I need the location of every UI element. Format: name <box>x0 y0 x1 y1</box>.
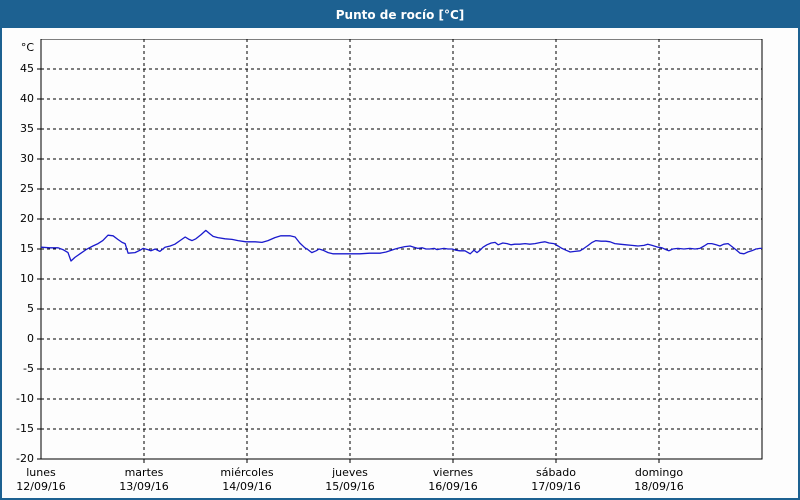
x-day-label: sábado 17/09/16 <box>511 466 601 494</box>
date-label: 18/09/16 <box>634 480 684 493</box>
weekday-label: domingo <box>634 466 684 479</box>
date-label: 13/09/16 <box>119 480 169 493</box>
y-tick-label: 20 <box>20 212 34 225</box>
y-tick-label: -10 <box>16 392 34 405</box>
x-day-label: viernes 16/09/16 <box>408 466 498 494</box>
y-tick-label: 10 <box>20 272 34 285</box>
y-tick-label: 40 <box>20 92 34 105</box>
chart-area: °C 45 40 35 30 25 20 15 10 5 0 -5 -10 -15 -20 lunes 12… <box>2 28 798 498</box>
weekday-label: miércoles <box>220 466 274 479</box>
date-label: 14/09/16 <box>222 480 272 493</box>
y-tick-label: 35 <box>20 122 34 135</box>
y-tick-label: 15 <box>20 242 34 255</box>
chart-title: Punto de rocío [°C] <box>335 8 465 22</box>
date-label: 12/09/16 <box>16 480 66 493</box>
weekday-label: martes <box>124 466 164 479</box>
y-tick-label: 30 <box>20 152 34 165</box>
date-label: 17/09/16 <box>531 480 581 493</box>
x-day-label: miércoles 14/09/16 <box>202 466 292 494</box>
x-day-label: domingo 18/09/16 <box>614 466 704 494</box>
y-tick-label: 45 <box>20 62 34 75</box>
plot-area <box>37 39 763 463</box>
weekday-label: viernes <box>432 466 474 479</box>
weekday-label: lunes <box>26 466 56 479</box>
x-day-label: martes 13/09/16 <box>99 466 189 494</box>
weekday-label: jueves <box>332 466 368 479</box>
y-tick-label: 0 <box>27 332 34 345</box>
y-tick-label: -15 <box>16 422 34 435</box>
date-label: 16/09/16 <box>428 480 478 493</box>
y-tick-label: -5 <box>23 362 34 375</box>
date-label: 15/09/16 <box>325 480 375 493</box>
dew-point-line <box>40 229 762 262</box>
title-bar: Punto de rocío [°C] <box>2 2 798 28</box>
weekday-label: sábado <box>536 466 576 479</box>
x-day-label: jueves 15/09/16 <box>305 466 395 494</box>
y-tick-label: -20 <box>16 452 34 465</box>
y-axis-unit-label: °C <box>20 41 34 54</box>
x-day-label: lunes 12/09/16 <box>2 466 86 494</box>
y-tick-label: 25 <box>20 182 34 195</box>
y-tick-label: 5 <box>27 302 34 315</box>
